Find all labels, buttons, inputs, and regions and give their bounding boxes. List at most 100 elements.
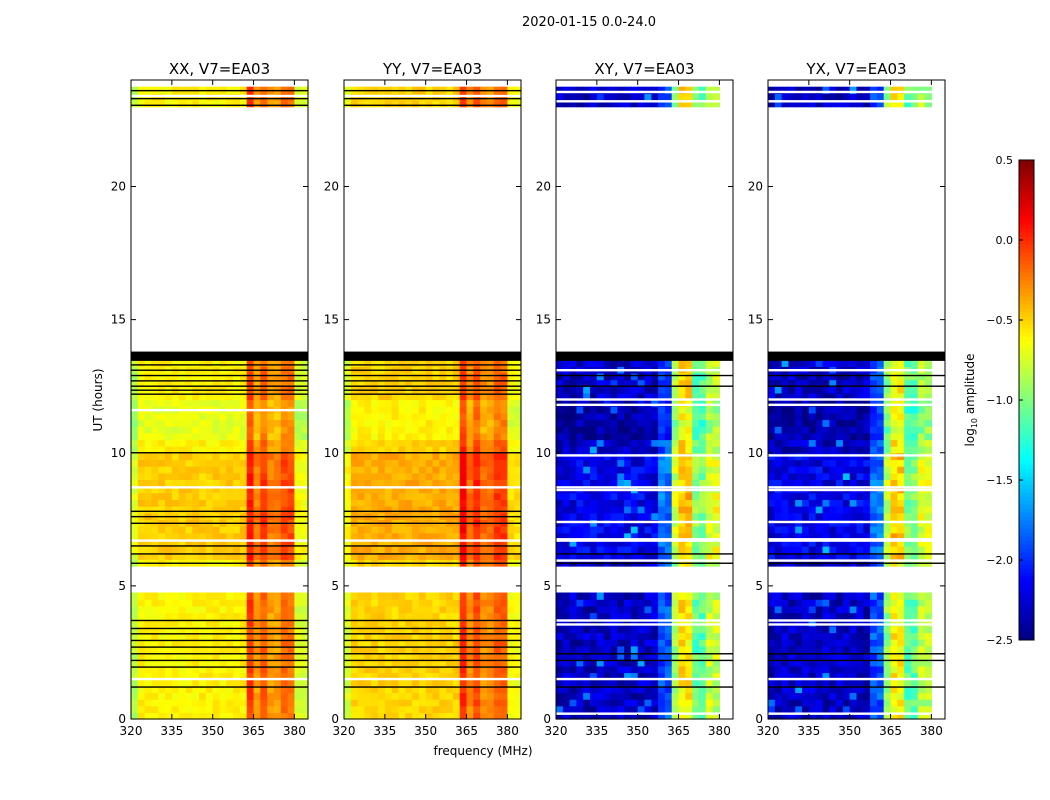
heatmap-cell xyxy=(671,439,680,447)
heatmap-cell xyxy=(192,679,200,687)
heatmap-cell xyxy=(350,539,359,547)
heatmap-cell xyxy=(219,639,227,647)
heatmap-cell xyxy=(507,659,515,667)
heatmap-cell xyxy=(432,652,440,660)
heatmap-cell xyxy=(446,479,454,487)
heatmap-cell xyxy=(185,625,193,634)
heatmap-cell xyxy=(829,712,837,720)
heatmap-cell xyxy=(651,645,659,654)
heatmap-cell xyxy=(610,632,618,640)
heatmap-cell xyxy=(583,672,591,680)
heatmap-cell xyxy=(364,692,372,700)
heatmap-cell xyxy=(171,625,180,634)
heatmap-cell xyxy=(267,692,275,700)
panel-title: YY, V7=EA03 xyxy=(382,60,482,78)
heatmap-cell xyxy=(904,592,912,600)
heatmap-cell xyxy=(514,532,522,540)
heatmap-cell xyxy=(822,659,830,667)
heatmap-cell xyxy=(280,619,289,627)
heatmap-cell xyxy=(473,486,481,494)
heatmap-cell xyxy=(610,552,618,560)
heatmap-cell xyxy=(371,539,379,547)
heatmap-cell xyxy=(391,599,400,607)
heatmap-cell xyxy=(768,605,776,614)
heatmap-cell xyxy=(644,386,652,394)
heatmap-cell xyxy=(829,532,837,540)
heatmap-cell xyxy=(199,452,207,461)
heatmap-cell xyxy=(630,459,639,467)
heatmap-cell xyxy=(226,452,234,461)
heatmap-cell xyxy=(344,432,352,441)
heatmap-cell xyxy=(630,100,639,108)
heatmap-cell xyxy=(301,639,309,647)
heatmap-cell xyxy=(301,532,309,540)
heatmap-cell xyxy=(459,625,468,634)
heatmap-cell xyxy=(459,472,468,480)
heatmap-cell xyxy=(644,479,652,487)
heatmap-cell xyxy=(294,712,302,720)
heatmap-cell xyxy=(664,625,673,634)
heatmap-cell xyxy=(480,446,488,454)
heatmap-cell xyxy=(165,412,173,421)
heatmap-cell xyxy=(671,699,680,707)
heatmap-cell xyxy=(158,645,166,654)
heatmap-cell xyxy=(856,679,864,687)
heatmap-cell xyxy=(904,692,912,700)
heatmap-cell xyxy=(158,685,166,693)
heatmap-cell xyxy=(781,605,789,614)
heatmap-cell xyxy=(233,685,241,693)
heatmap-cell xyxy=(678,386,686,394)
heatmap-cell xyxy=(685,605,693,614)
heatmap-cell xyxy=(171,412,180,421)
heatmap-cell xyxy=(617,386,625,394)
heatmap-cell xyxy=(493,499,502,507)
heatmap-cell xyxy=(671,592,680,600)
heatmap-cell xyxy=(569,672,577,680)
heatmap-cell xyxy=(493,100,502,108)
heatmap-cell xyxy=(144,100,152,108)
heatmap-cell xyxy=(637,419,646,427)
heatmap-cell xyxy=(466,705,474,713)
heatmap-cell xyxy=(917,672,926,680)
heatmap-cell xyxy=(212,605,221,614)
heatmap-cell xyxy=(280,372,289,381)
heatmap-cell xyxy=(671,499,680,507)
heatmap-cell xyxy=(556,665,564,674)
heatmap-cell xyxy=(171,100,180,108)
heatmap-cell xyxy=(610,639,618,647)
heatmap-cell xyxy=(705,619,714,627)
heatmap-cell xyxy=(924,545,932,554)
heatmap-cell xyxy=(412,612,420,620)
heatmap-cell xyxy=(480,699,488,707)
heatmap-cell xyxy=(890,652,898,660)
heatmap-cell xyxy=(418,625,427,634)
heatmap-cell xyxy=(398,625,406,634)
heatmap-cell xyxy=(178,665,187,674)
heatmap-cell xyxy=(253,499,261,507)
heatmap-cell xyxy=(781,639,789,647)
heatmap-cell xyxy=(151,652,159,660)
heatmap-cell xyxy=(212,399,221,407)
heatmap-cell xyxy=(671,86,680,94)
heatmap-cell xyxy=(178,612,187,620)
heatmap-cell xyxy=(350,705,359,713)
heatmap-cell xyxy=(705,532,714,540)
heatmap-cell xyxy=(576,379,584,387)
heatmap-cell xyxy=(192,506,200,514)
heatmap-cell xyxy=(699,705,707,713)
heatmap-cell xyxy=(569,93,577,101)
heatmap-cell xyxy=(917,685,926,693)
heatmap-cell xyxy=(412,426,420,434)
heatmap-cell xyxy=(610,645,618,654)
heatmap-cell xyxy=(280,486,289,494)
heatmap-cell xyxy=(596,632,605,640)
heatmap-cell xyxy=(617,499,625,507)
heatmap-cell xyxy=(678,705,686,713)
heatmap-cell xyxy=(473,692,481,700)
heatmap-cell xyxy=(637,406,646,414)
flag-line xyxy=(131,553,308,555)
heatmap-cell xyxy=(192,625,200,634)
heatmap-cell xyxy=(246,486,255,494)
heatmap-cell xyxy=(219,399,227,407)
heatmap-cell xyxy=(774,672,783,680)
